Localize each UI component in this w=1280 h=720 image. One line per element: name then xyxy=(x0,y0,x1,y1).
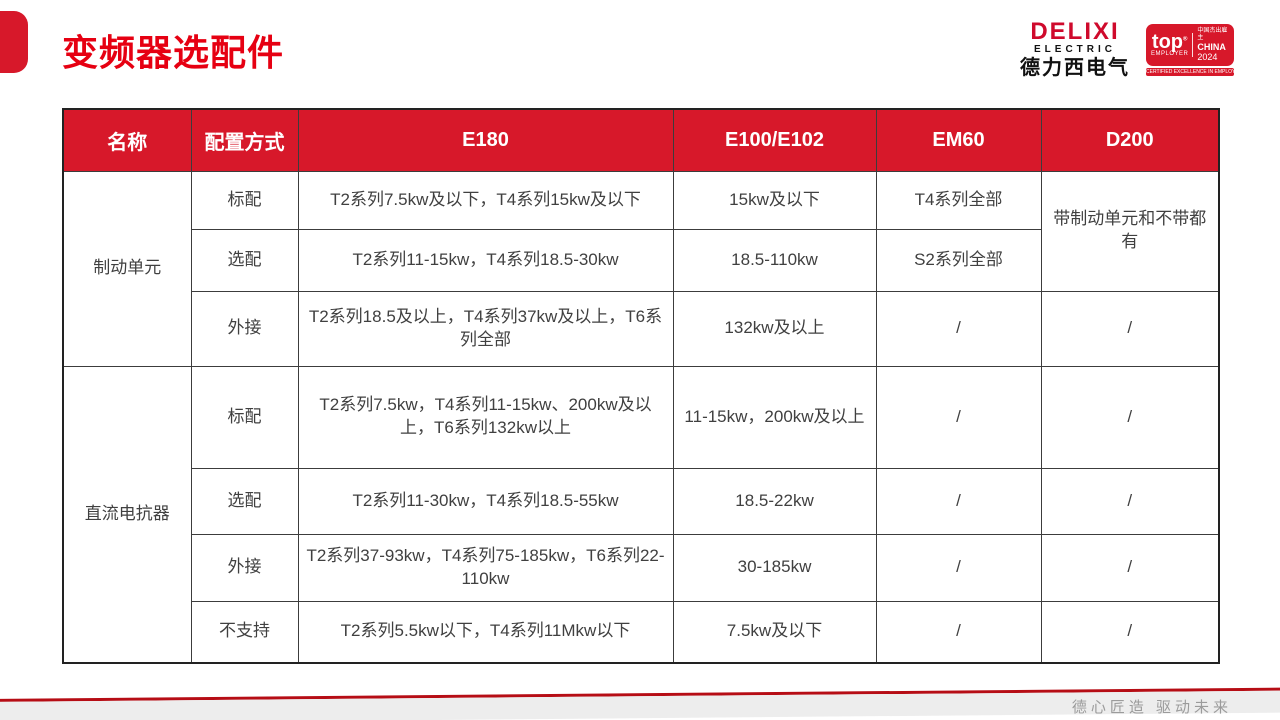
mode-cell: 选配 xyxy=(190,467,299,535)
table-header-row: 名称 配置方式 E180 E100/E102 EM60 D200 xyxy=(62,108,1220,172)
cell-e180: T2系列11-15kw，T4系列18.5-30kw xyxy=(297,228,674,292)
delixi-logo-text: DELIXI xyxy=(1030,18,1120,45)
top-employer-right: 中国杰出雇主 CHINA 2024 xyxy=(1193,28,1229,62)
cell-d200: / xyxy=(1040,467,1220,535)
delixi-logo: DELIXI ELECTRIC 德力西电气 xyxy=(1020,20,1130,80)
badge-china: CHINA xyxy=(1197,41,1226,52)
cell-e100: 11-15kw，200kw及以上 xyxy=(672,365,877,469)
cell-e100: 15kw及以下 xyxy=(672,170,877,230)
badge-certified-strip: CERTIFIED EXCELLENCE IN EMPLOYEE CONDITI… xyxy=(1146,68,1234,76)
cell-e100: 132kw及以上 xyxy=(672,290,877,367)
page-title: 变频器选配件 xyxy=(62,32,285,73)
cell-em60: S2系列全部 xyxy=(875,228,1042,292)
badge-cn-label: 中国杰出雇主 xyxy=(1197,27,1228,41)
column-header-mode: 配置方式 xyxy=(190,108,299,172)
delixi-chinese-text: 德力西电气 xyxy=(1020,57,1130,79)
cell-e180: T2系列7.5kw，T4系列11-15kw、200kw及以上，T6系列132kw… xyxy=(297,365,674,469)
cell-d200-merged: 带制动单元和不带都有 xyxy=(1040,170,1220,292)
cell-d200: / xyxy=(1040,533,1220,602)
footer-slogan: 德心匠造 驱动未来 xyxy=(1071,699,1232,716)
group-cell-dc-reactor: 直流电抗器 xyxy=(62,365,192,664)
cell-e100: 18.5-22kw xyxy=(672,467,877,535)
cell-e180: T2系列37-93kw，T4系列75-185kw，T6系列22-110kw xyxy=(297,533,674,602)
group-cell-brake-unit: 制动单元 xyxy=(62,170,192,367)
table-row: 外接 T2系列37-93kw，T4系列75-185kw，T6系列22-110kw… xyxy=(63,533,1220,602)
mode-cell: 外接 xyxy=(190,290,299,367)
cell-e100: 18.5-110kw xyxy=(672,228,877,292)
cell-em60: / xyxy=(875,600,1042,664)
mode-cell: 标配 xyxy=(190,170,299,230)
mode-cell: 标配 xyxy=(190,365,299,469)
column-header-name: 名称 xyxy=(62,108,192,172)
top-employer-label: EMPLOYER xyxy=(1151,51,1189,57)
cell-e100: 30-185kw xyxy=(672,533,877,602)
delixi-electric-text: ELECTRIC xyxy=(1034,44,1116,55)
cell-d200: / xyxy=(1040,600,1220,664)
cell-e100: 7.5kw及以下 xyxy=(672,600,877,664)
cell-e180: T2系列18.5及以上，T4系列37kw及以上，T6系列全部 xyxy=(297,290,674,367)
cell-e180: T2系列5.5kw以下，T4系列11Mkw以下 xyxy=(297,600,674,664)
mode-cell: 外接 xyxy=(190,533,299,602)
table-row: 外接 T2系列18.5及以上，T4系列37kw及以上，T6系列全部 132kw及… xyxy=(63,290,1220,367)
top-employer-badge: top® EMPLOYER 中国杰出雇主 CHINA 2024 CERTIFIE… xyxy=(1146,24,1234,76)
column-header-e180: E180 xyxy=(297,108,674,172)
cell-d200: / xyxy=(1040,365,1220,469)
cell-em60: / xyxy=(875,533,1042,602)
table-row: 选配 T2系列11-15kw，T4系列18.5-30kw 18.5-110kw … xyxy=(63,228,1219,292)
top-employer-badge-body: top® EMPLOYER 中国杰出雇主 CHINA 2024 xyxy=(1146,24,1234,66)
accessories-table: 名称 配置方式 E180 E100/E102 EM60 D200 制动单元 标配… xyxy=(62,108,1220,664)
cell-em60: / xyxy=(875,365,1042,469)
top-employer-wordmark: top® xyxy=(1151,31,1188,53)
cell-e180: T2系列7.5kw及以下，T4系列15kw及以下 xyxy=(297,170,674,230)
table-row: 选配 T2系列11-30kw，T4系列18.5-55kw 18.5-22kw /… xyxy=(63,467,1220,535)
column-header-e100: E100/E102 xyxy=(672,108,877,172)
cell-d200: / xyxy=(1040,290,1220,367)
cell-em60: / xyxy=(875,290,1042,367)
table-row: 不支持 T2系列5.5kw以下，T4系列11Mkw以下 7.5kw及以下 / / xyxy=(63,600,1220,664)
column-header-em60: EM60 xyxy=(875,108,1042,172)
badge-year: 2024 xyxy=(1197,51,1218,62)
cell-em60: T4系列全部 xyxy=(875,170,1042,230)
cell-em60: / xyxy=(875,467,1042,535)
top-employer-left: top® EMPLOYER xyxy=(1151,31,1194,57)
column-header-d200: D200 xyxy=(1040,108,1220,172)
title-accent-bar xyxy=(0,11,28,73)
header-logos: DELIXI ELECTRIC 德力西电气 top® EMPLOYER 中国杰出… xyxy=(1020,20,1234,80)
cell-e180: T2系列11-30kw，T4系列18.5-55kw xyxy=(297,467,674,535)
table-row: 制动单元 标配 T2系列7.5kw及以下，T4系列15kw及以下 15kw及以下… xyxy=(62,170,1220,367)
mode-cell: 选配 xyxy=(190,228,299,292)
table-row: 直流电抗器 标配 T2系列7.5kw，T4系列11-15kw、200kw及以上，… xyxy=(62,365,1220,664)
mode-cell: 不支持 xyxy=(190,600,299,664)
